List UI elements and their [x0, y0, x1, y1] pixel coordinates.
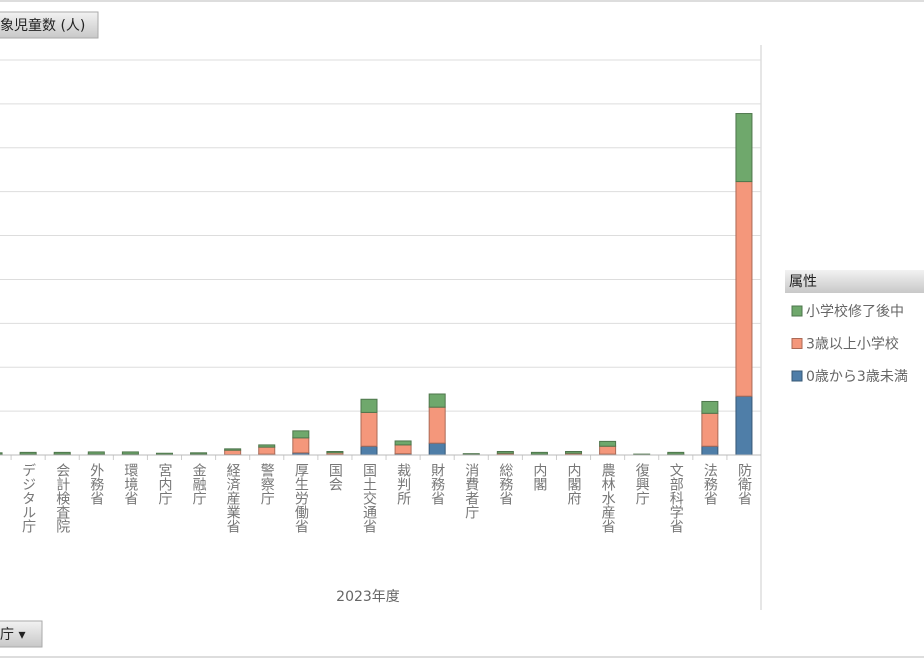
filter-button-label[interactable]: 庁 ▾ — [0, 627, 25, 643]
x-tick-label: 外務省 — [88, 463, 104, 505]
bar-segment — [360, 445, 378, 456]
bar-segment — [258, 446, 276, 455]
legend-swatch — [791, 305, 803, 317]
bar-segment — [496, 450, 514, 454]
x-tick-label: 国土交通省 — [361, 463, 377, 533]
bar-segment — [360, 398, 378, 413]
legend-label: 0歳から3歳未満 — [806, 369, 908, 385]
field-button[interactable] — [0, 11, 99, 39]
bar-segment — [360, 411, 378, 447]
bar-segment — [0, 452, 3, 455]
x-tick-label: 環境省 — [122, 463, 138, 505]
legend-title: 属性 — [789, 274, 817, 290]
bar-segment — [53, 451, 71, 455]
bar-segment — [428, 393, 446, 408]
x-tick-label: 財務省 — [429, 463, 445, 505]
bar-segment — [735, 181, 753, 397]
x-tick-label: 金融庁 — [191, 463, 207, 505]
bar-segment — [701, 445, 719, 456]
bar-segment — [155, 452, 173, 456]
x-tick-label: 厚生労働省 — [293, 463, 309, 533]
bar-segment — [326, 450, 344, 454]
filter-button[interactable] — [0, 620, 43, 648]
bar-segment — [292, 430, 310, 439]
bar-segment — [394, 440, 412, 446]
legend-header — [785, 270, 924, 293]
bar-segment — [224, 448, 242, 451]
bar-segment — [701, 400, 719, 414]
bar-segment — [428, 442, 446, 456]
x-tick-label: デジタル庁 — [20, 463, 36, 533]
x-tick-label: 裁判所 — [395, 463, 411, 505]
x-tick-label: 会計検査院 — [54, 463, 70, 534]
legend-label: 小学校修了後中 — [806, 303, 904, 320]
bar-segment — [87, 451, 105, 455]
x-tick-label: 防衛省 — [736, 463, 752, 505]
bar-segment — [258, 444, 276, 448]
bar-segment — [462, 453, 480, 456]
x-tick-label: 消費者庁 — [463, 463, 479, 519]
x-tick-label: 警察庁 — [259, 463, 275, 505]
bar-segment — [530, 451, 548, 455]
x-tick-label: 農林水産省 — [600, 463, 616, 533]
bar-segment — [565, 450, 583, 454]
field-button-label[interactable]: 象児童数 (人) — [0, 17, 85, 34]
bar-segment — [190, 452, 208, 455]
x-tick-label: 経済産業省 — [225, 463, 241, 533]
bar-segment — [735, 395, 753, 456]
x-tick-label: 文部科学省 — [668, 463, 684, 533]
x-tick-label: 内閣 — [531, 463, 547, 492]
bar-segment — [394, 444, 412, 455]
legend-swatch — [791, 338, 803, 349]
bar-segment — [599, 440, 617, 447]
x-tick-label: 国会 — [327, 463, 343, 491]
bar-segment — [292, 437, 310, 454]
x-tick-label: 宮内庁 — [156, 463, 172, 505]
legend-swatch — [791, 370, 803, 382]
bar-segment — [224, 449, 242, 456]
legend-label: 3歳以上小学校 — [806, 336, 899, 353]
bar-segment — [599, 445, 617, 455]
x-tick-label: 内閣府 — [566, 463, 582, 506]
bar-segment — [701, 412, 719, 447]
x-axis-title: 2023年度 — [336, 589, 400, 605]
bar-segment — [19, 451, 37, 455]
x-tick-label: 法務省 — [702, 463, 718, 505]
x-tick-label: 総務省 — [497, 463, 513, 505]
bar-segment — [428, 406, 446, 444]
bar-segment — [735, 113, 753, 183]
x-tick-label: 復興庁 — [634, 462, 650, 505]
bar-segment — [121, 451, 139, 455]
bar-segment — [667, 451, 685, 455]
